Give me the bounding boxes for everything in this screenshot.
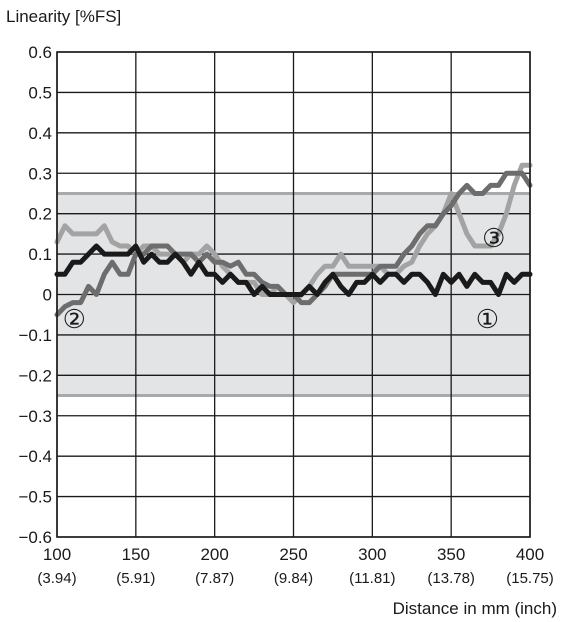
x-tick-label: 350	[437, 545, 465, 564]
y-axis-label: Linearity [%FS]	[6, 7, 121, 26]
series-2-annotation: ②	[63, 304, 86, 334]
x-tick-labels: 100 (3.94) 150 (5.91) 200 (7.87) 250 (9.84) 300 (…	[37, 545, 553, 587]
series-1-annotation: ①	[476, 304, 499, 334]
y-tick-label: 0.1	[28, 245, 52, 264]
x-tick-sublabel: (13.78)	[427, 570, 475, 587]
plot-border	[56, 51, 531, 538]
x-tick-sublabel: (15.75)	[506, 570, 554, 587]
y-tick-labels: 0.6 0.5 0.4 0.3 0.2 0.1 0 −0.1 −0.2 −0.3 −0.4 −0.5 −…	[18, 43, 52, 547]
x-tick-sublabel: (9.84)	[274, 570, 313, 587]
x-tick-sublabel: (7.87)	[195, 570, 234, 587]
x-tick-label: 400	[516, 545, 544, 564]
plot-frame	[56, 51, 531, 538]
y-tick-label: −0.5	[18, 488, 52, 507]
x-tick-label: 150	[122, 545, 150, 564]
x-tick-label: 100	[43, 545, 71, 564]
series-annotations: ① ② ③	[63, 223, 506, 334]
x-axis-label: Distance in mm (inch)	[393, 599, 557, 618]
x-tick-label: 250	[279, 545, 307, 564]
x-tick-label: 300	[358, 545, 386, 564]
y-tick-label: −0.6	[18, 528, 52, 547]
x-tick-sublabel: (11.81)	[349, 570, 395, 587]
y-tick-label: −0.1	[18, 326, 52, 345]
y-tick-label: 0.6	[28, 43, 52, 62]
x-tick-label: 200	[200, 545, 228, 564]
series-lines	[54, 162, 533, 318]
y-tick-label: −0.3	[18, 407, 52, 426]
series-3-annotation: ③	[482, 223, 505, 253]
x-tick-sublabel: (5.91)	[116, 570, 155, 587]
y-tick-label: 0.3	[28, 164, 52, 183]
x-tick-sublabel: (3.94)	[37, 570, 76, 587]
y-tick-label: −0.4	[18, 447, 52, 466]
series-1-line	[54, 243, 533, 297]
y-tick-label: 0.5	[28, 83, 52, 102]
y-tick-label: 0.2	[28, 205, 52, 224]
y-tick-label: 0	[43, 286, 52, 305]
y-tick-label: −0.2	[18, 366, 52, 385]
y-tick-label: 0.4	[28, 124, 52, 143]
